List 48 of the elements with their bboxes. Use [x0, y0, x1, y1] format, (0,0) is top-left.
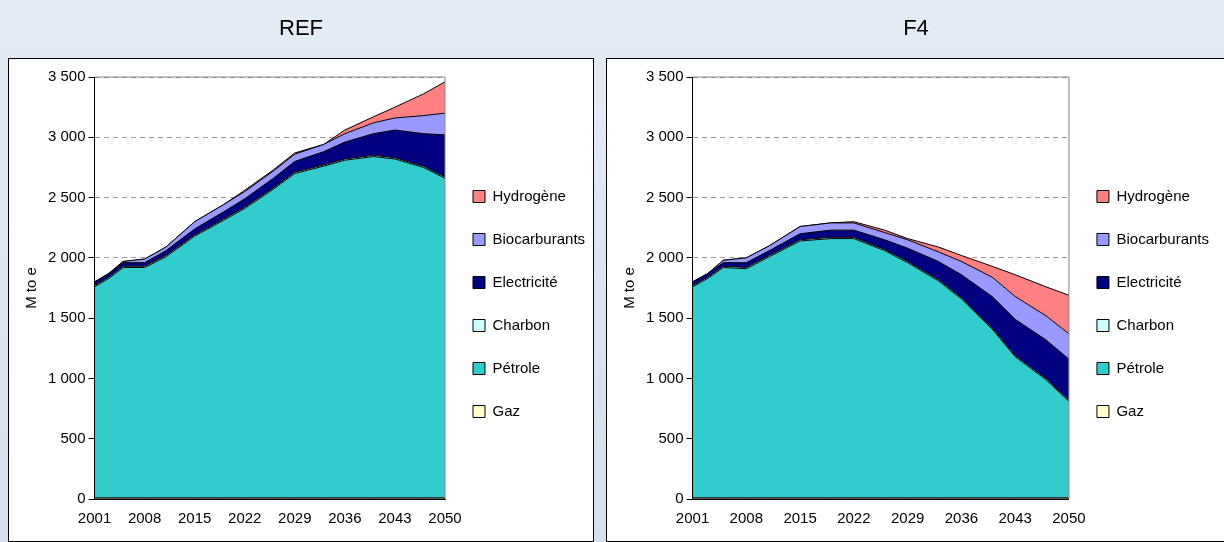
y-tick-label: 2 500: [47, 187, 86, 205]
y-tick-label: 0: [675, 489, 684, 507]
legend-label: Biocarburants: [1116, 229, 1210, 247]
y-tick-label: 3 000: [645, 127, 684, 145]
y-tick-label: 2 000: [47, 248, 86, 265]
x-tick-label: 2029: [890, 509, 925, 527]
y-tick-label: 0: [77, 489, 86, 507]
x-tick-label: 2050: [1052, 509, 1086, 527]
y-axis-title: M to e: [22, 267, 40, 309]
y-tick-label: 2 000: [645, 248, 684, 265]
x-tick-label: 2001: [77, 509, 112, 527]
x-tick-label: 2015: [783, 509, 817, 527]
y-tick-label: 1 500: [47, 308, 86, 326]
legend-label: Pétrole: [1116, 358, 1164, 376]
x-tick-label: 2036: [328, 509, 362, 527]
x-tick-label: 2001: [675, 509, 710, 527]
y-tick-label: 1 000: [645, 368, 684, 386]
x-tick-label: 2029: [278, 509, 312, 527]
legend-label: Charbon: [492, 315, 551, 333]
y-tick-label: 500: [658, 428, 684, 446]
y-tick-label: 3 500: [645, 67, 684, 85]
x-tick-label: 2022: [837, 509, 871, 527]
y-tick-label: 1 000: [47, 368, 86, 386]
y-axis-title: M to e: [620, 267, 638, 309]
y-tick-label: 500: [60, 428, 86, 446]
x-tick-label: 2008: [127, 509, 162, 527]
x-tick-label: 2015: [177, 509, 212, 527]
x-tick-label: 2008: [729, 509, 763, 527]
x-tick-label: 2043: [998, 509, 1032, 527]
legend-label: Biocarburants: [492, 229, 586, 247]
legend-label: Gaz: [492, 401, 521, 419]
x-tick-label: 2036: [944, 509, 979, 527]
x-tick-label: 2043: [378, 509, 412, 527]
legend-label: Electricité: [492, 272, 558, 290]
y-tick-label: 2 500: [645, 187, 684, 205]
x-tick-label: 2050: [428, 509, 462, 527]
chart-title: REF: [278, 14, 324, 42]
legend-label: Charbon: [1116, 315, 1174, 333]
y-tick-label: 1 500: [645, 308, 684, 326]
legend-label: Gaz: [1116, 401, 1144, 419]
y-tick-label: 3 000: [47, 127, 86, 145]
legend-label: Hydrogène: [1116, 186, 1190, 204]
x-tick-label: 2022: [228, 509, 262, 527]
legend-label: Hydrogène: [492, 186, 566, 204]
y-tick-label: 3 500: [47, 67, 86, 85]
chart-title: F4: [902, 14, 930, 42]
legend-label: Electricité: [1116, 272, 1182, 290]
legend-label: Pétrole: [492, 358, 541, 376]
